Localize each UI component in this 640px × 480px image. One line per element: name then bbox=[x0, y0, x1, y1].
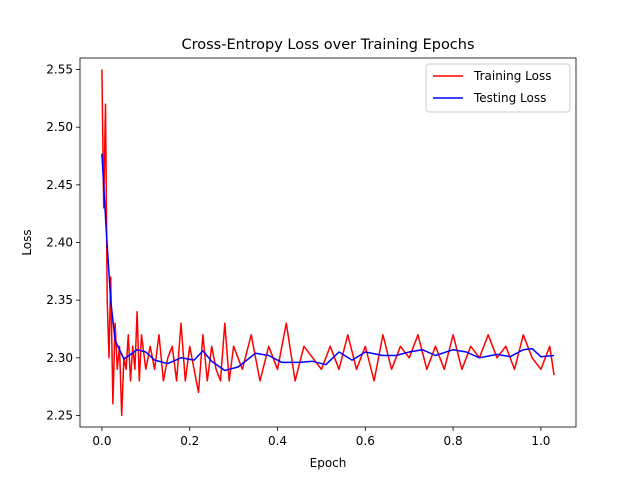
plot-area bbox=[101, 69, 555, 417]
y-tick-label: 2.35 bbox=[46, 293, 73, 307]
y-tick-label: 2.40 bbox=[46, 236, 73, 250]
y-tick-label: 2.25 bbox=[46, 408, 73, 422]
y-axis-title: Loss bbox=[20, 229, 34, 255]
series-line-1 bbox=[101, 153, 555, 372]
plot-frame bbox=[79, 57, 577, 428]
series-line-0 bbox=[101, 69, 555, 417]
y-tick-label: 2.45 bbox=[46, 178, 73, 192]
legend: Training Loss Testing Loss bbox=[425, 63, 571, 113]
x-axis-title: Epoch bbox=[310, 456, 347, 470]
x-tick-label: 0.6 bbox=[356, 434, 375, 448]
x-tick-label: 0.2 bbox=[180, 434, 199, 448]
x-tick-label: 1.0 bbox=[531, 434, 550, 448]
y-tick-label: 2.50 bbox=[46, 120, 73, 134]
legend-label-1: Testing Loss bbox=[473, 91, 546, 105]
y-tick-label: 2.55 bbox=[46, 63, 73, 77]
y-tick-label: 2.30 bbox=[46, 351, 73, 365]
x-tick-label: 0.8 bbox=[444, 434, 463, 448]
x-tick-label: 0.0 bbox=[92, 434, 111, 448]
chart-title: Cross-Entropy Loss over Training Epochs bbox=[181, 37, 474, 53]
x-tick-label: 0.4 bbox=[268, 434, 287, 448]
axes: 0.0 0.2 0.4 0.6 0.8 1.0 2.25 2.30 2.35 2.40 2.45 2.… bbox=[46, 57, 577, 448]
legend-label-0: Training Loss bbox=[473, 69, 551, 83]
